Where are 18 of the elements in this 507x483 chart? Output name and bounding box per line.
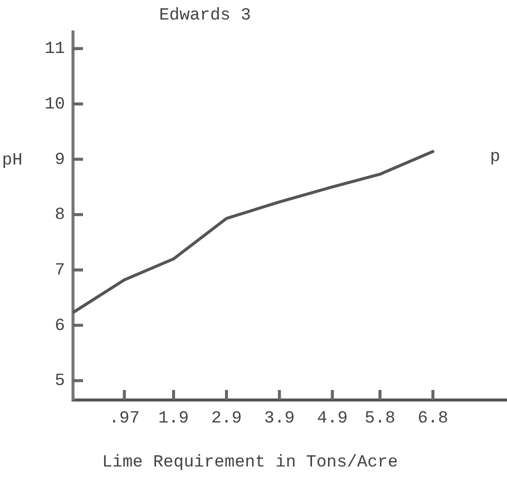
x-tick-label: 2.9 <box>211 410 242 429</box>
y-tick-label: 6 <box>54 316 65 336</box>
y-tick-label: 8 <box>54 206 65 226</box>
x-tick-label: 3.9 <box>264 410 295 429</box>
chart-title: Edwards 3 <box>159 6 251 26</box>
x-tick-label: 5.8 <box>364 410 396 429</box>
y-tick-label: 9 <box>54 150 65 170</box>
x-tick-label: .97 <box>109 410 140 429</box>
y-tick-label: 5 <box>54 372 65 392</box>
x-tick-label: 6.8 <box>418 410 448 429</box>
x-axis-title: Lime Requirement in Tons/Acre <box>102 454 398 472</box>
annotation: p <box>490 148 500 167</box>
y-tick-label: 11 <box>44 40 65 60</box>
y-tick-label: 10 <box>44 95 65 114</box>
y-tick-label: 7 <box>54 261 65 280</box>
x-tick-label: 1.9 <box>158 410 189 429</box>
x-tick-label: 4.9 <box>317 410 348 429</box>
y-axis-title: pH <box>2 152 22 170</box>
